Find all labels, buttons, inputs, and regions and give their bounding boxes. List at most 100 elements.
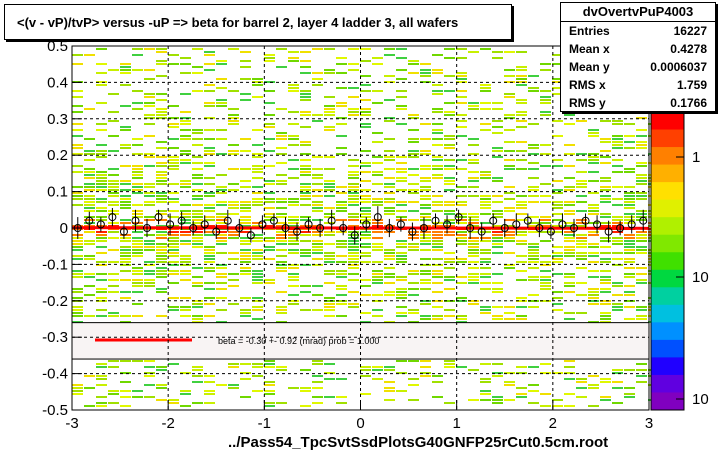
- heatmap-cell: [204, 249, 215, 251]
- heatmap-cell: [360, 393, 371, 395]
- heatmap-cell: [420, 273, 431, 275]
- heatmap-cell: [600, 150, 611, 152]
- heatmap-cell: [168, 168, 179, 170]
- heatmap-cell: [312, 168, 323, 170]
- heatmap-cell: [384, 156, 395, 158]
- heatmap-cell: [84, 276, 95, 278]
- heatmap-cell: [624, 198, 635, 200]
- heatmap-cell: [636, 162, 647, 164]
- heatmap-cell: [288, 273, 299, 275]
- heatmap-cell: [360, 207, 371, 209]
- heatmap-cell: [96, 309, 107, 311]
- heatmap-cell: [408, 294, 419, 296]
- heatmap-cell: [384, 252, 395, 254]
- heatmap-cell: [264, 54, 275, 56]
- heatmap-cell: [180, 117, 191, 119]
- heatmap-cell: [252, 225, 263, 227]
- heatmap-cell: [228, 183, 239, 185]
- heatmap-cell: [504, 186, 515, 188]
- heatmap-cell: [588, 153, 599, 155]
- heatmap-cell: [264, 192, 275, 194]
- heatmap-cell: [276, 198, 287, 200]
- heatmap-cell: [180, 279, 191, 281]
- heatmap-cell: [144, 204, 155, 206]
- heatmap-cell: [96, 144, 107, 146]
- heatmap-cell: [432, 381, 443, 383]
- heatmap-cell: [180, 72, 191, 74]
- heatmap-cell: [84, 387, 95, 389]
- heatmap-cell: [552, 87, 563, 89]
- heatmap-cell: [144, 249, 155, 251]
- heatmap-cell: [408, 219, 419, 221]
- heatmap-cell: [156, 51, 167, 53]
- heatmap-cell: [564, 189, 575, 191]
- stat-label: RMS y: [569, 96, 606, 110]
- heatmap-cell: [504, 381, 515, 383]
- heatmap-cell: [600, 270, 611, 272]
- heatmap-cell: [360, 222, 371, 224]
- heatmap-cell: [588, 387, 599, 389]
- heatmap-cell: [144, 192, 155, 194]
- heatmap-cell: [588, 297, 599, 299]
- heatmap-cell: [432, 108, 443, 110]
- heatmap-cell: [264, 207, 275, 209]
- heatmap-cell: [288, 219, 299, 221]
- heatmap-cell: [144, 261, 155, 263]
- heatmap-cell: [432, 273, 443, 275]
- heatmap-cell: [324, 315, 335, 317]
- heatmap-cell: [612, 264, 623, 266]
- heatmap-cell: [324, 282, 335, 284]
- heatmap-cell: [588, 255, 599, 257]
- heatmap-cell: [72, 186, 83, 188]
- heatmap-cell: [132, 240, 143, 242]
- heatmap-cell: [96, 207, 107, 209]
- heatmap-cell: [312, 183, 323, 185]
- heatmap-cell: [252, 186, 263, 188]
- heatmap-cell: [492, 216, 503, 218]
- heatmap-cell: [504, 141, 515, 143]
- heatmap-cell: [312, 363, 323, 365]
- heatmap-cell: [192, 183, 203, 185]
- heatmap-cell: [540, 288, 551, 290]
- heatmap-cell: [384, 99, 395, 101]
- heatmap-cell: [156, 384, 167, 386]
- heatmap-cell: [384, 258, 395, 260]
- heatmap-cell: [204, 282, 215, 284]
- heatmap-cell: [564, 177, 575, 179]
- profile-point: [235, 224, 244, 232]
- heatmap-cell: [276, 270, 287, 272]
- heatmap-cell: [132, 48, 143, 50]
- heatmap-cell: [168, 231, 179, 233]
- heatmap-cell: [156, 273, 167, 275]
- heatmap-cell: [528, 153, 539, 155]
- heatmap-cell: [564, 246, 575, 248]
- heatmap-cell: [72, 144, 83, 146]
- heatmap-cell: [348, 96, 359, 98]
- heatmap-cell: [108, 210, 119, 212]
- heatmap-cell: [504, 210, 515, 212]
- heatmap-cell: [144, 240, 155, 242]
- heatmap-cell: [108, 273, 119, 275]
- heatmap-cell: [336, 231, 347, 233]
- heatmap-cell: [192, 129, 203, 131]
- heatmap-cell: [288, 249, 299, 251]
- profile-point: [569, 224, 578, 232]
- heatmap-cell: [276, 243, 287, 245]
- heatmap-cell: [156, 162, 167, 164]
- heatmap-cell: [564, 285, 575, 287]
- heatmap-cell: [216, 222, 227, 224]
- heatmap-cell: [252, 198, 263, 200]
- heatmap-cell: [444, 225, 455, 227]
- heatmap-cell: [456, 276, 467, 278]
- heatmap-cell: [456, 75, 467, 77]
- heatmap-cell: [120, 207, 131, 209]
- heatmap-cell: [492, 372, 503, 374]
- heatmap-cell: [252, 306, 263, 308]
- heatmap-cell: [504, 264, 515, 266]
- heatmap-cell: [396, 288, 407, 290]
- heatmap-cell: [384, 282, 395, 284]
- heatmap-cell: [576, 243, 587, 245]
- heatmap-cell: [396, 78, 407, 80]
- heatmap-cell: [408, 243, 419, 245]
- heatmap-cell: [528, 366, 539, 368]
